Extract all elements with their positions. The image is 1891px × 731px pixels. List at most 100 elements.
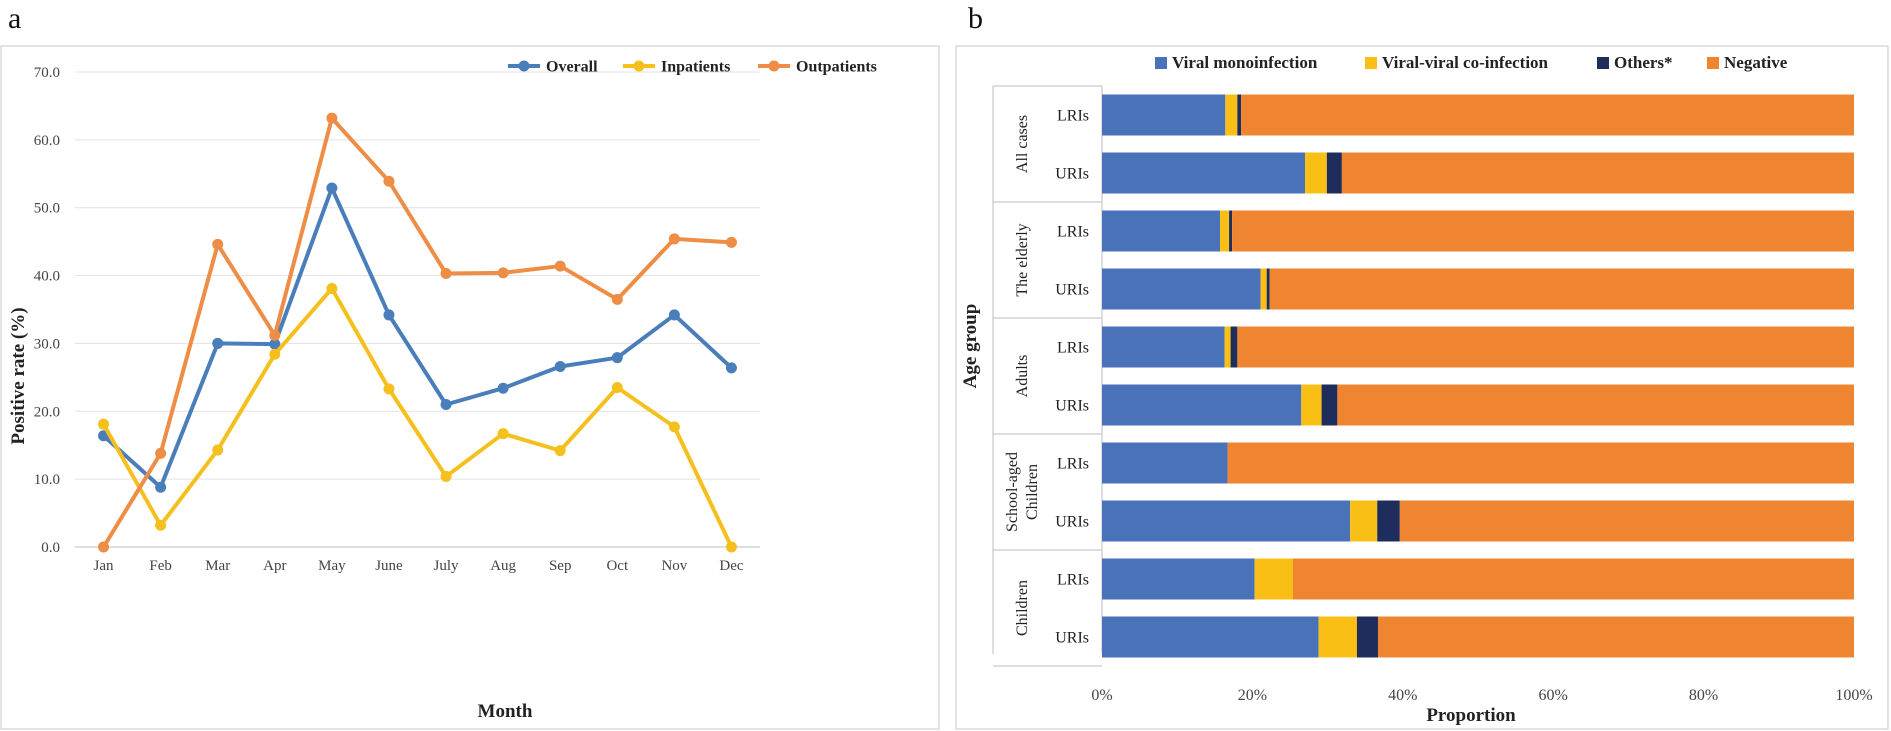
bar-segment-negative: [1232, 210, 1854, 252]
series-overall: [98, 182, 737, 493]
bar-segment-others-: [1356, 616, 1378, 658]
y-tick-label: 10.0: [34, 472, 60, 488]
bar-row-all-cases-uris: [1102, 152, 1854, 194]
row-label: URIs: [1055, 630, 1089, 647]
data-point: [554, 445, 566, 457]
bar-segment-viral-monoinfection: [1102, 326, 1225, 368]
x-tick-label: 80%: [1689, 687, 1718, 704]
x-tick-label: Feb: [149, 558, 172, 574]
bar-segment-viral-monoinfection: [1102, 442, 1228, 484]
data-point: [383, 383, 395, 395]
legend-swatch: [1597, 57, 1609, 69]
bar-segment-viral-viral-co-infection: [1301, 384, 1322, 426]
series-outpatients: [98, 112, 737, 553]
legend-label: Outpatients: [796, 59, 877, 76]
x-tick-label: Oct: [606, 558, 628, 574]
data-point: [155, 447, 167, 459]
data-point: [440, 399, 452, 410]
x-tick-label: Sep: [549, 558, 572, 574]
x-tick-label: July: [434, 558, 460, 574]
data-point: [383, 175, 395, 187]
row-label: URIs: [1055, 282, 1089, 299]
y-tick-label: 0.0: [41, 540, 60, 556]
series-line-inpatients: [101, 286, 734, 548]
data-point: [212, 337, 224, 349]
group-label-school-aged-children: School-aged Children: [1004, 452, 1041, 532]
bar-row-school-aged-children-uris: [1102, 500, 1854, 542]
bar-segment-negative: [1269, 268, 1854, 310]
bar-segment-negative: [1227, 442, 1854, 484]
group-label-children: Children: [1014, 580, 1031, 636]
panel-label-b: b: [968, 2, 983, 35]
group-label-the-elderly: The elderly: [1014, 223, 1031, 296]
x-tick-label: Dec: [719, 558, 743, 574]
legend-marker: [633, 60, 645, 72]
bar-segment-negative: [1337, 384, 1854, 426]
y-tick-label: 30.0: [34, 336, 60, 352]
y-tick-label: 50.0: [34, 201, 60, 217]
bar-row-children-lris: [1102, 558, 1854, 600]
legend-swatch: [1365, 57, 1377, 69]
x-axis-title: Proportion: [1426, 705, 1516, 726]
data-point: [725, 236, 737, 248]
y-axis-title: Positive rate (%): [8, 307, 29, 444]
x-tick-label: 0%: [1091, 687, 1112, 704]
bar-row-the-elderly-uris: [1102, 268, 1854, 310]
bar-segment-viral-monoinfection: [1102, 210, 1221, 252]
bar-segment-others-: [1230, 326, 1238, 368]
data-point: [611, 352, 623, 364]
data-point: [269, 338, 281, 350]
legend-label: Overall: [546, 59, 598, 76]
y-tick-label: 70.0: [34, 65, 60, 81]
legend-label: Inpatients: [661, 59, 730, 76]
data-point: [668, 309, 680, 321]
y-tick-label: 40.0: [34, 269, 60, 285]
bar-row-children-uris: [1102, 616, 1854, 658]
series-line-outpatients: [101, 116, 732, 549]
group-label-all-cases: All cases: [1014, 115, 1031, 173]
bar-segment-viral-viral-co-infection: [1318, 616, 1357, 658]
bar-segment-viral-monoinfection: [1102, 558, 1255, 600]
legend-label: Viral monoinfection: [1172, 53, 1318, 72]
data-point: [440, 470, 452, 482]
data-point: [269, 348, 281, 360]
group-label-line: School-aged: [1004, 452, 1021, 532]
x-tick-label: Aug: [490, 558, 516, 574]
legend-swatch: [1155, 57, 1167, 69]
series-line-overall: [102, 186, 733, 490]
bar-segment-viral-viral-co-infection: [1224, 326, 1231, 368]
bar-segment-negative: [1377, 616, 1854, 658]
data-point: [440, 268, 452, 280]
bar-segment-viral-viral-co-infection: [1254, 558, 1294, 600]
bar-row-school-aged-children-lris: [1102, 442, 1854, 484]
bar-row-adults-lris: [1102, 326, 1854, 368]
x-tick-label: May: [318, 558, 346, 574]
bar-segment-others-: [1266, 268, 1270, 310]
x-tick-label: 40%: [1388, 687, 1417, 704]
line-chart-positive-rate: 0.0 10.0 20.0 30.0 40.0 50.0 60.0 70.0 Jan Feb Ma…: [0, 45, 940, 730]
bar-segment-viral-viral-co-infection: [1225, 94, 1238, 136]
x-tick-label: 20%: [1238, 687, 1267, 704]
data-point: [611, 382, 623, 394]
bar-segment-others-: [1377, 500, 1400, 542]
y-tick-label: 60.0: [34, 133, 60, 149]
bar-segment-viral-viral-co-infection: [1305, 152, 1327, 194]
row-label: LRIs: [1057, 340, 1089, 357]
legend-label: Viral-viral co-infection: [1382, 53, 1549, 72]
x-tick-label: Jan: [94, 558, 114, 574]
row-label: LRIs: [1057, 572, 1089, 589]
x-tick-label: Apr: [263, 558, 286, 574]
legend-swatch: [1707, 57, 1719, 69]
legend-marker: [518, 60, 530, 72]
bar-segment-negative: [1293, 558, 1854, 600]
bar-segment-others-: [1229, 210, 1233, 252]
data-point: [155, 481, 167, 493]
x-tick-label: 60%: [1539, 687, 1568, 704]
x-tick-label: Mar: [205, 558, 230, 574]
data-point: [497, 267, 509, 279]
group-label-line: Children: [1024, 464, 1041, 520]
bar-row-adults-uris: [1102, 384, 1854, 426]
bar-row-all-cases-lris: [1102, 94, 1854, 136]
row-label: LRIs: [1057, 224, 1089, 241]
bar-segment-negative: [1241, 94, 1854, 136]
